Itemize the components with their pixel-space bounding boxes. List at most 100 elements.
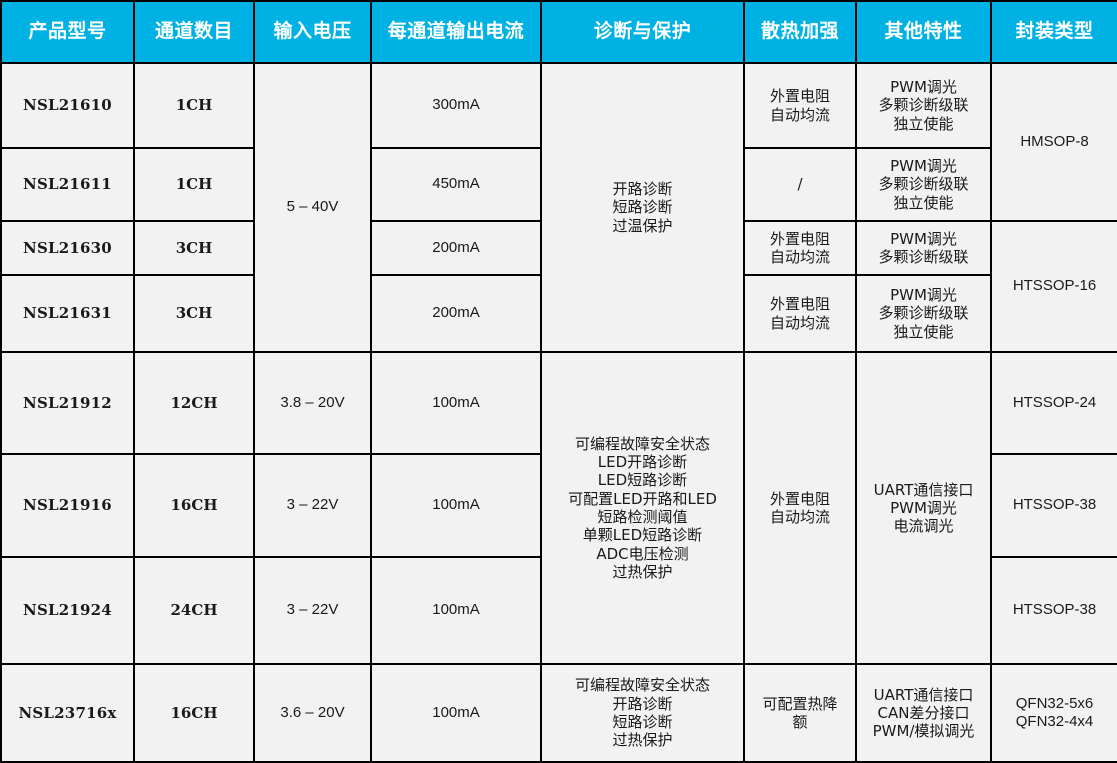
cell-line: HTSSOP-38 <box>1012 601 1097 619</box>
cell-line: 过温保护 <box>612 216 673 235</box>
cell-line: 300mA <box>432 96 480 114</box>
cell-line: QFN32-5x6 <box>1015 694 1094 712</box>
cell-thermal-merged: 外置电阻 自动均流 <box>743 351 857 665</box>
cell-line: 短路诊断 <box>612 198 673 217</box>
cell-line: 自动均流 <box>769 248 830 266</box>
cell-line: CAN差分接口 <box>877 703 970 722</box>
cell-line: 多颗诊断级联 <box>878 304 969 323</box>
cell-line: 可编程故障安全状态 <box>574 434 710 453</box>
cell-line: 多颗诊断级联 <box>878 96 969 115</box>
cell-line: PWM调光 <box>890 157 957 176</box>
cell-line: 200mA <box>432 238 480 256</box>
cell-line: 独立使能 <box>893 114 954 133</box>
cell-input-voltage: 3.6 – 20V <box>253 663 372 763</box>
cell-features: PWM调光 多颗诊断级联 独立使能 <box>855 62 992 149</box>
column-header-output-current: 每通道输出电流 <box>370 0 542 64</box>
table-row: NSL21912 12CH 3.8 – 20V 100mA 可编程故障安全状态 L… <box>0 351 1117 665</box>
table-row: NSL21631 3CH 200mA 外置电阻 自动均流 PWM调光 多颗诊断级联独… <box>0 274 1117 353</box>
column-header-thermal: 散热加强 <box>743 0 857 64</box>
cell-line: HTSSOP-38 <box>1012 496 1097 514</box>
cell-diagnostics: 可编程故障安全状态 开路诊断 短路诊断 过热保护 <box>540 663 745 763</box>
cell-channels: 16CH <box>133 453 255 558</box>
cell-features: PWM调光 多颗诊断级联 <box>855 220 992 276</box>
column-header-model: 产品型号 <box>0 0 135 64</box>
cell-line: 多颗诊断级联 <box>878 175 969 194</box>
cell-channels: 1CH <box>133 62 255 149</box>
cell-model: NSL21610 <box>0 62 135 149</box>
table-row: NSL21630 3CH 200mA 外置电阻 自动均流 PWM调光 多颗诊断级联 … <box>0 220 1117 353</box>
cell-line: 单颗LED短路诊断 <box>582 526 703 545</box>
cell-model: NSL21611 <box>0 147 135 222</box>
cell-thermal: 外置电阻 自动均流 <box>743 62 857 149</box>
cell-line: PWM/模拟调光 <box>872 722 975 741</box>
cell-line: 开路诊断 <box>612 694 673 713</box>
cell-package: HTSSOP-38 <box>990 556 1117 665</box>
cell-line: 100mA <box>432 703 480 721</box>
column-header-input-voltage: 输入电压 <box>253 0 372 64</box>
cell-diagnostics-merged: 可编程故障安全状态 LED开路诊断 LED短路诊断 可配置LED开路和LED 短路检测阈… <box>540 351 745 665</box>
cell-line: UART通信接口 <box>873 480 974 499</box>
cell-line: 自动均流 <box>769 105 830 124</box>
cell-thermal: / <box>743 147 857 222</box>
cell-output-current: 200mA <box>370 274 542 353</box>
cell-model: NSL21630 <box>0 220 135 276</box>
cell-line: HTSSOP-24 <box>1012 393 1097 411</box>
cell-thermal: 可配置热降额 <box>743 663 857 763</box>
cell-output-current: 100mA <box>370 663 542 763</box>
cell-output-current: 100mA <box>370 556 542 665</box>
cell-line: 独立使能 <box>893 193 954 212</box>
cell-line: 外置电阻 <box>769 87 830 106</box>
cell-input-voltage: 3.8 – 20V <box>253 351 372 455</box>
cell-output-current: 100mA <box>370 453 542 558</box>
cell-package-merged: HTSSOP-16 <box>990 220 1117 353</box>
cell-line: 自动均流 <box>769 508 830 526</box>
cell-line: 200mA <box>432 304 480 322</box>
cell-channels: 24CH <box>133 556 255 665</box>
cell-line: 外置电阻 <box>769 489 830 508</box>
cell-line: 450mA <box>432 175 480 193</box>
cell-thermal: 外置电阻 自动均流 <box>743 220 857 276</box>
cell-line: PWM调光 <box>890 286 957 305</box>
cell-model: NSL21924 <box>0 556 135 665</box>
cell-line: QFN32-4x4 <box>1015 713 1094 730</box>
cell-line: 3CH <box>175 304 213 323</box>
cell-model: NSL21631 <box>0 274 135 353</box>
cell-line: 外置电阻 <box>769 295 830 314</box>
cell-input-voltage: 3 – 22V <box>253 556 372 665</box>
cell-line: 12CH <box>170 393 218 412</box>
cell-line: 可编程故障安全状态 <box>574 676 710 695</box>
cell-line: 多颗诊断级联 <box>878 248 969 266</box>
table-row: NSL21610 1CH 5 – 40V 300mA 开路诊断 短路诊断 过温保护 … <box>0 62 1117 353</box>
table-row: NSL21611 1CH 450mA / PWM调光 多颗诊断级联 独立使能 <box>0 147 1117 222</box>
cell-line: 3.8 – 20V <box>280 393 345 411</box>
cell-line: PWM调光 <box>890 229 957 248</box>
cell-line: NSL21916 <box>23 496 112 515</box>
cell-package-merged: HMSOP-8 <box>990 62 1117 222</box>
cell-line: 过热保护 <box>612 731 673 750</box>
table-row: NSL23716x 16CH 3.6 – 20V 100mA 可编程故障安全状态… <box>0 663 1117 763</box>
cell-line: NSL21912 <box>23 393 112 412</box>
cell-line: 3.6 – 20V <box>280 703 345 721</box>
cell-line: 短路检测阈值 <box>597 508 688 526</box>
cell-line: 可配置LED开路和LED <box>568 489 717 508</box>
cell-channels: 1CH <box>133 147 255 222</box>
cell-line: 3 – 22V <box>286 496 339 514</box>
cell-line: / <box>797 175 803 194</box>
cell-line: HMSOP-8 <box>1020 132 1089 150</box>
cell-line: NSL21611 <box>23 175 112 194</box>
cell-diagnostics-merged: 开路诊断 短路诊断 过温保护 <box>540 62 745 353</box>
cell-output-current: 200mA <box>370 220 542 276</box>
table-row: NSL21924 24CH 3 – 22V 100mA HTSSOP-38 <box>0 556 1117 665</box>
cell-line: 16CH <box>170 496 218 515</box>
cell-input-voltage-merged: 5 – 40V <box>253 62 372 353</box>
cell-line: 1CH <box>175 96 213 115</box>
table-header-row: 产品型号 通道数目 输入电压 每通道输出电流 诊断与保护 散热加强 其他特性 封… <box>0 0 1117 64</box>
column-header-features: 其他特性 <box>855 0 992 64</box>
cell-line: NSL21610 <box>23 96 112 115</box>
cell-channels: 12CH <box>133 351 255 455</box>
cell-line: 自动均流 <box>769 313 830 332</box>
cell-line: 100mA <box>432 393 480 411</box>
column-header-diagnostics: 诊断与保护 <box>540 0 745 64</box>
cell-line: HTSSOP-16 <box>1012 277 1097 295</box>
